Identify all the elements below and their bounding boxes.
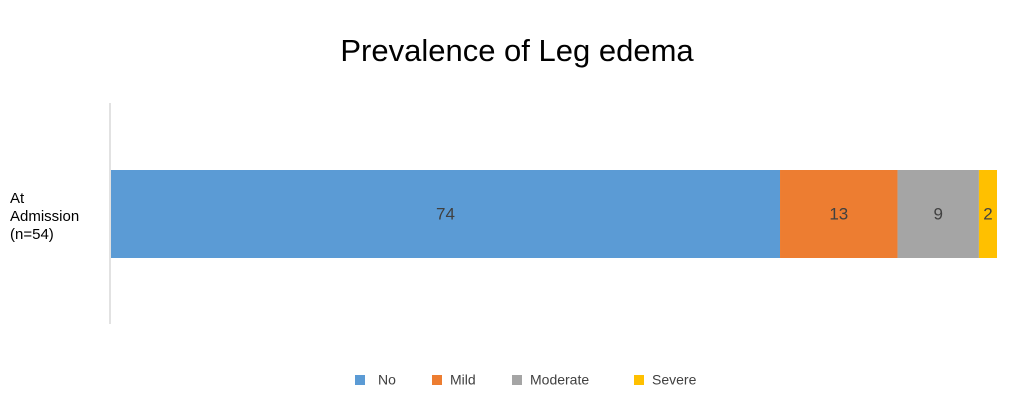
- category-label: At Admission (n=54): [10, 190, 80, 243]
- bar-segment: [897, 170, 979, 258]
- data-label: 9: [934, 204, 943, 223]
- data-label: 74: [436, 204, 455, 223]
- data-label: 13: [829, 204, 848, 223]
- bar-segment: [978, 170, 997, 258]
- bar-segment: [111, 170, 781, 258]
- legend-swatch: [432, 375, 442, 385]
- legend-label: Moderate: [530, 372, 589, 388]
- legend-swatch: [634, 375, 644, 385]
- legend-swatch: [512, 375, 522, 385]
- bar-segment: [780, 170, 898, 258]
- legend-label: Severe: [652, 372, 697, 388]
- data-label: 2: [983, 204, 992, 223]
- chart-title: Prevalence of Leg edema: [340, 33, 694, 68]
- legend-label: Mild: [450, 372, 476, 388]
- legend-label: No: [378, 372, 396, 388]
- legend-swatch: [355, 375, 365, 385]
